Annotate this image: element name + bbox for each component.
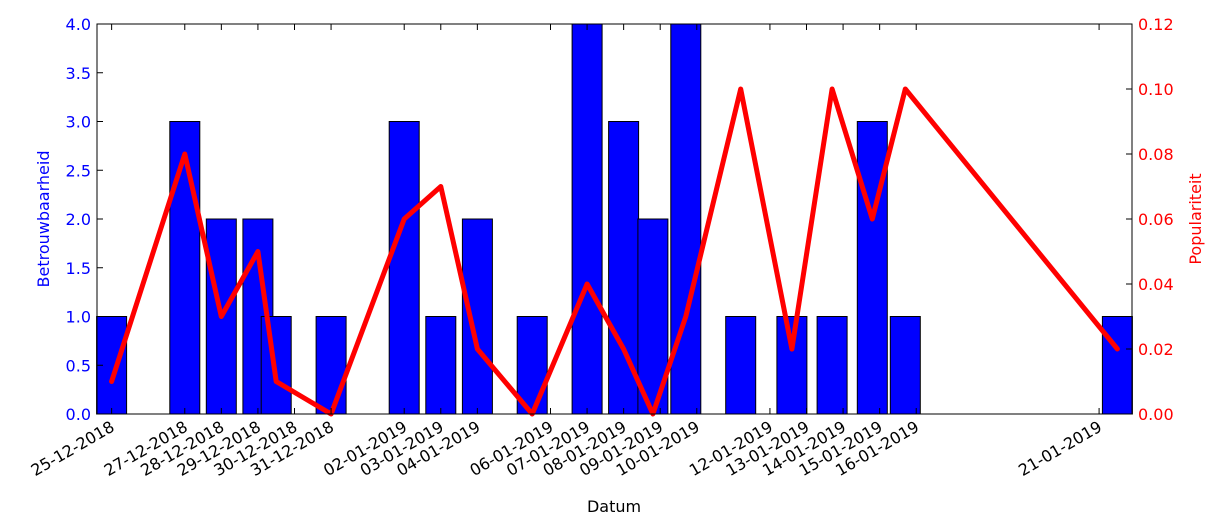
y-tick-label-3: 1.5 [66,259,91,278]
y2-tick-label-6: 0.12 [1138,15,1174,34]
y-tick-label-5: 2.5 [66,161,91,180]
y2-axis-label: Populariteit [1186,173,1205,264]
bar-19 [1101,316,1133,415]
bar-8 [461,218,493,415]
bar-14 [725,316,757,415]
bar-13 [670,23,702,415]
bar-18 [889,316,921,415]
y-axis-right: 0.00 0.02 0.04 0.06 0.08 0.10 0.12 [1126,15,1174,424]
y-tick-label-0: 0.0 [66,405,91,424]
y-tick-label-8: 4.0 [66,15,91,34]
bars-layer [96,23,1133,415]
bar-5 [315,316,347,415]
bar-9 [516,316,548,415]
line-layer [109,86,1120,417]
y2-tick-label-5: 0.10 [1138,80,1174,99]
bar-17 [856,121,888,415]
bar-7 [425,316,457,415]
y-tick-label-6: 3.0 [66,113,91,132]
popularity-line [109,86,1120,417]
bar-16 [816,316,848,415]
y2-tick-label-3: 0.06 [1138,210,1174,229]
y-tick-label-7: 3.5 [66,64,91,83]
y2-tick-label-2: 0.04 [1138,275,1174,294]
y-axis-label: Betrouwbaarheid [34,151,53,288]
x-axis-label: Datum [587,497,641,515]
y2-tick-label-4: 0.08 [1138,145,1174,164]
y-tick-label-1: 0.5 [66,356,91,375]
y-tick-label-2: 1.0 [66,308,91,327]
y2-tick-label-1: 0.02 [1138,340,1174,359]
bar-1 [169,121,201,415]
y-axis-left: 0.0 0.5 1.0 1.5 2.0 2.5 3.0 3.5 4.0 [66,15,103,424]
bar-10 [571,23,603,415]
y-tick-label-4: 2.0 [66,210,91,229]
bar-15 [776,316,808,415]
y2-tick-label-0: 0.00 [1138,405,1174,424]
x-tick-label-19: 21-01-2019 [1015,417,1105,480]
bar-6 [388,121,420,415]
